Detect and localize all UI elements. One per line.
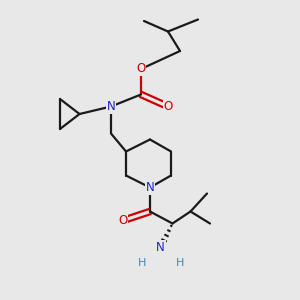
Text: O: O: [118, 214, 127, 227]
Text: N: N: [146, 181, 154, 194]
Text: O: O: [136, 62, 146, 76]
Text: O: O: [164, 100, 172, 113]
Text: N: N: [156, 241, 165, 254]
Text: N: N: [106, 100, 116, 113]
Text: H: H: [138, 257, 147, 268]
Text: H: H: [176, 257, 184, 268]
